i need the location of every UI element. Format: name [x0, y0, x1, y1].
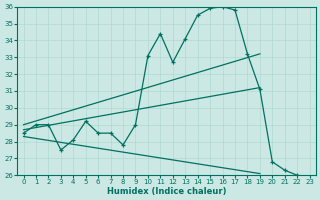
X-axis label: Humidex (Indice chaleur): Humidex (Indice chaleur) — [107, 187, 226, 196]
